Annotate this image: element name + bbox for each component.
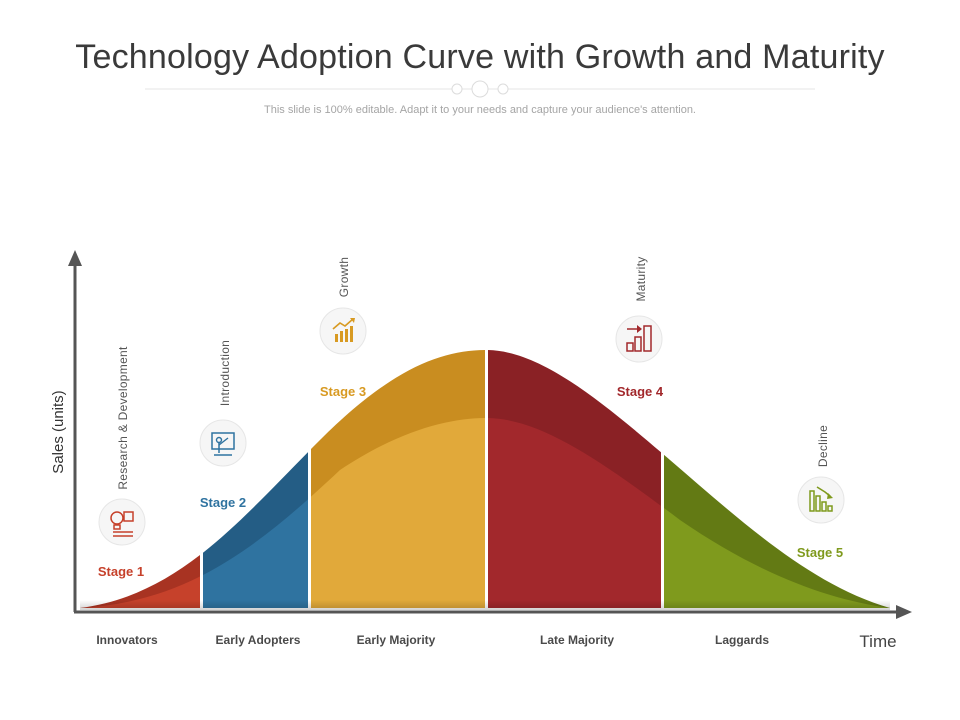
phase-label-decline: Decline (816, 425, 830, 467)
stage-1-label: Stage 1 (98, 564, 144, 579)
audience-label-1: Innovators (96, 633, 158, 647)
audience-label-3: Early Majority (357, 633, 436, 647)
stage-5-segment (664, 454, 890, 608)
audience-label-4: Late Majority (540, 633, 614, 647)
phase-label-research: Research & Development (116, 346, 130, 490)
x-axis-label: Time (859, 632, 896, 651)
page-subtitle: This slide is 100% editable. Adapt it to… (264, 104, 696, 116)
maturity-bars-icon (615, 315, 663, 363)
stage-3-fill (311, 418, 485, 608)
lightbulb-gear-icon (98, 498, 146, 546)
stage-4-segment (488, 350, 661, 608)
y-axis-arrow-icon (68, 250, 82, 266)
stage-2-fill (203, 499, 308, 608)
stage-3-segment (311, 350, 485, 608)
stage-2-label: Stage 2 (200, 495, 246, 510)
stage-4-fill (488, 418, 661, 608)
phase-label-introduction: Introduction (218, 340, 232, 406)
x-axis-arrow-icon (896, 605, 912, 619)
stage-4-label: Stage 4 (617, 384, 664, 399)
stage-5-fill (664, 508, 890, 608)
title-divider (145, 80, 815, 98)
presentation-board-icon (199, 419, 247, 467)
stage-2-segment (203, 452, 308, 608)
page-title: Technology Adoption Curve with Growth an… (75, 38, 885, 76)
y-axis (68, 250, 82, 612)
audience-label-5: Laggards (715, 633, 769, 647)
audience-label-2: Early Adopters (216, 633, 301, 647)
decline-chart-icon (797, 476, 845, 524)
stage-3-label: Stage 3 (320, 384, 366, 399)
stage-5-label: Stage 5 (797, 545, 843, 560)
growth-chart-icon (319, 307, 367, 355)
phase-label-maturity: Maturity (634, 256, 648, 301)
y-axis-label: Sales (units) (50, 390, 67, 473)
phase-label-growth: Growth (337, 257, 351, 297)
x-axis (74, 605, 912, 619)
curve-floor-shadow (80, 600, 890, 610)
